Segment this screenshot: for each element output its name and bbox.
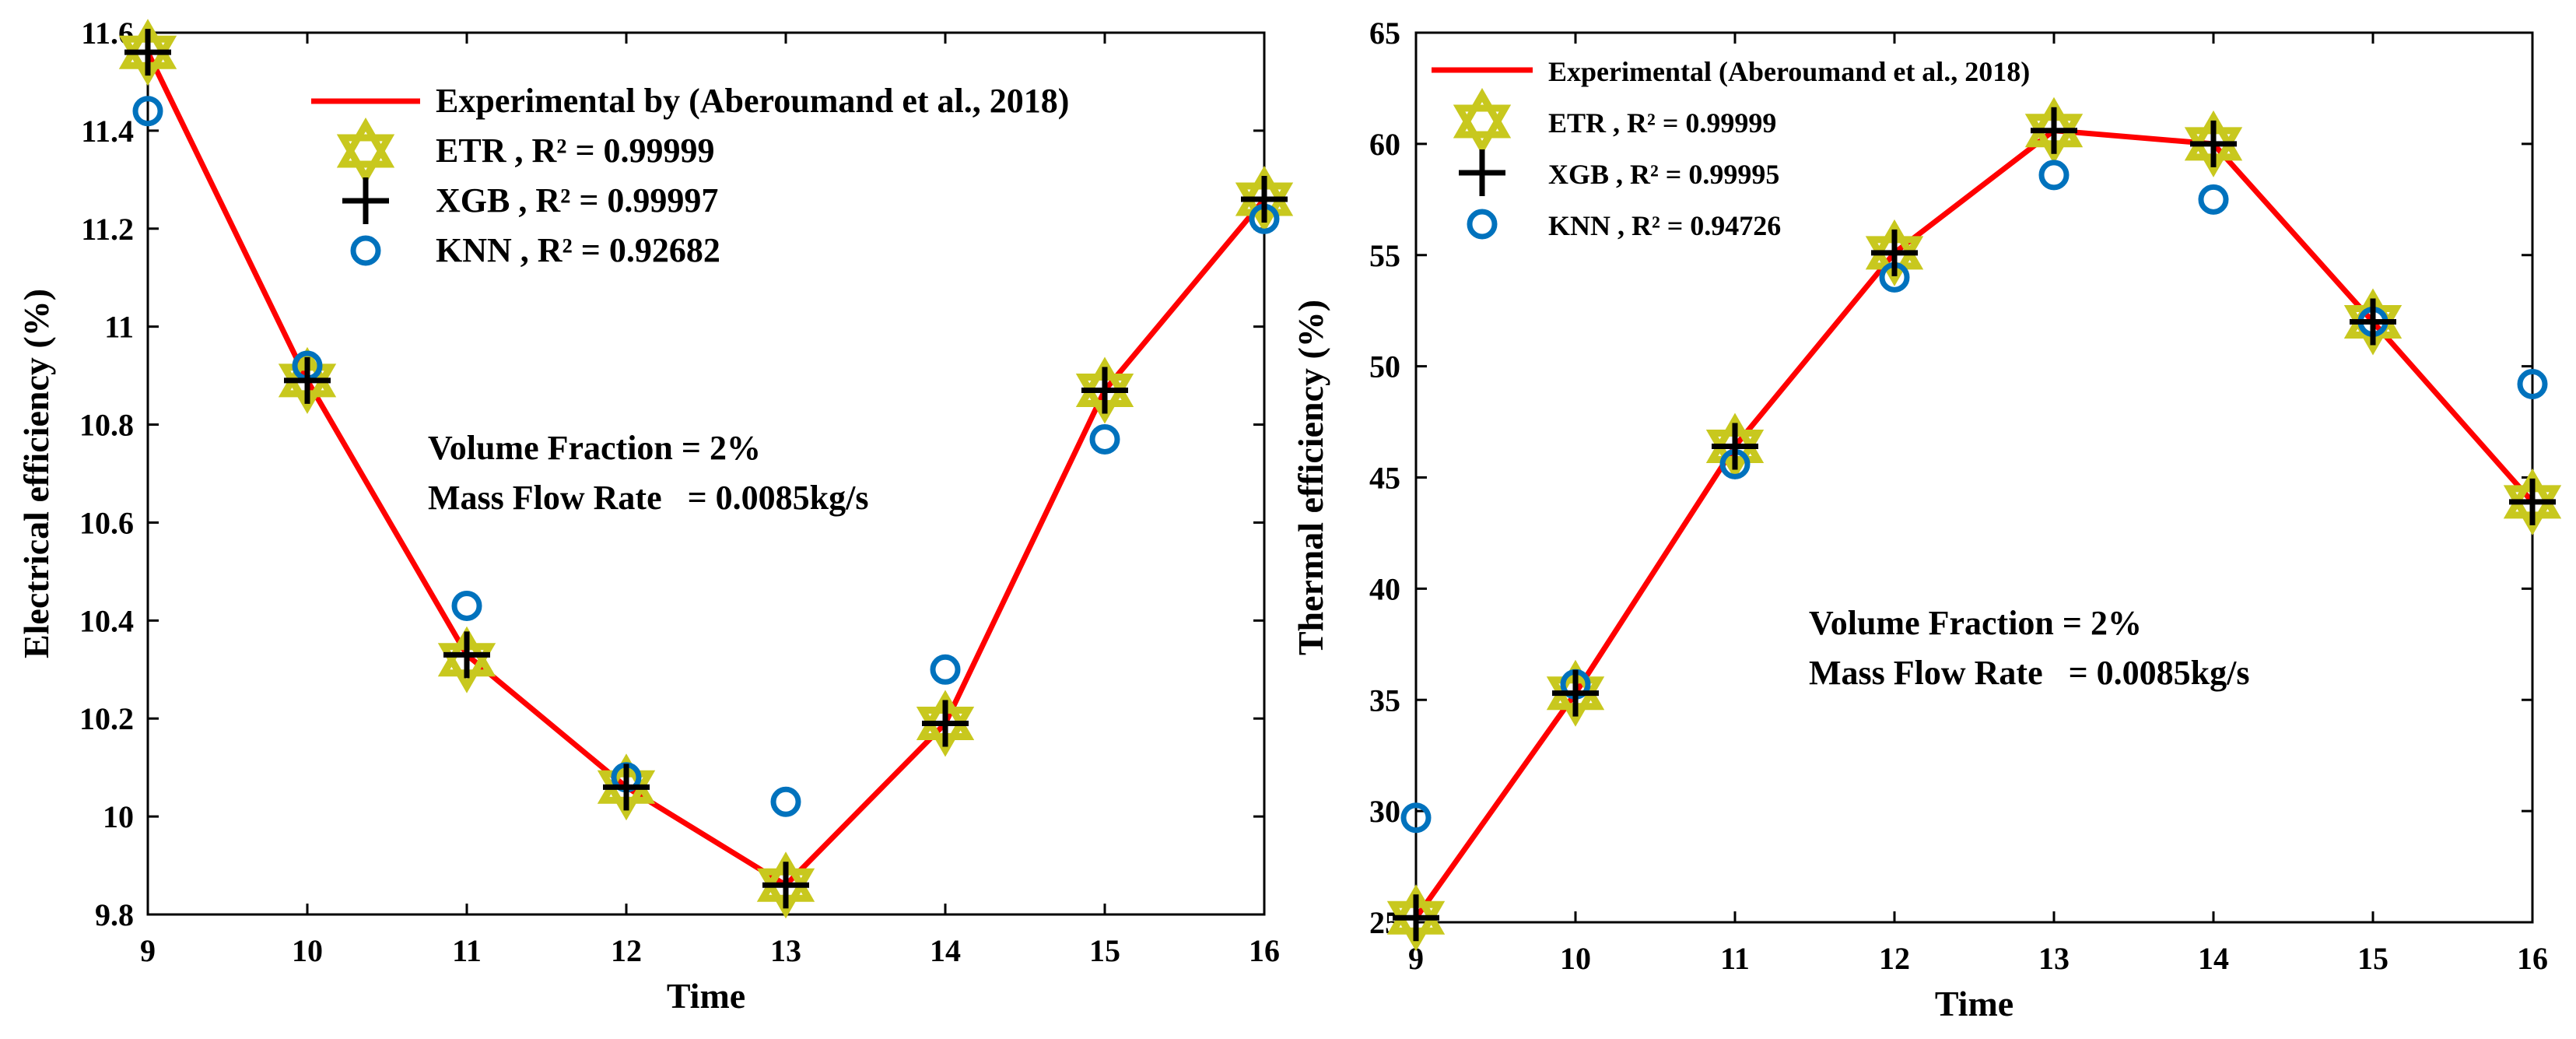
chart0-xtick-label: 9	[140, 933, 156, 968]
chart1-legend-entry: Experimental (Aberoumand et al., 2018)	[1548, 56, 2030, 87]
chart0-legend-entry: KNN , R² = 0.92682	[436, 231, 720, 269]
chart1-ytick-label: 50	[1369, 349, 1400, 384]
chart1-ytick-label: 35	[1369, 683, 1400, 718]
chart1-knn-point	[2198, 184, 2229, 215]
chart1-legend: Experimental (Aberoumand et al., 2018) ET…	[1432, 56, 2030, 241]
chart0-knn-point	[132, 96, 163, 127]
chart0-xtick-label: 11	[452, 933, 482, 968]
chart1-ytick-label: 55	[1369, 238, 1400, 273]
chart0-series-experimental-line	[145, 51, 1267, 888]
chart1-legend-xgb-sample	[1459, 149, 1505, 196]
chart1-legend-etr-sample	[1453, 87, 1512, 156]
chart0-ytick-label: 11.2	[81, 212, 134, 247]
chart0-knn-point	[451, 590, 482, 621]
chart0-xgb-point	[124, 29, 171, 76]
chart0-legend-etr-sample-triangle-up	[336, 117, 395, 168]
chart0-legend-entry: Experimental by (Aberoumand et al., 2018…	[436, 82, 1069, 120]
chart0-legend-knn-sample	[350, 235, 381, 266]
chart0-ytick-label: 11.4	[81, 114, 134, 149]
chart0-xgb-point	[1241, 176, 1288, 223]
chart1-xtick-label: 13	[2038, 941, 2070, 976]
chart0-annotation: Mass Flow Rate = 0.0085kg/s	[428, 479, 869, 517]
chart0-xgb-point	[1081, 367, 1128, 414]
chart1-legend-etr-sample-triangle-down	[1453, 104, 1512, 156]
chart1-knn-point	[1400, 802, 1432, 834]
chart1-knn-point	[2517, 368, 2548, 399]
chart1-ytick-label: 40	[1369, 571, 1400, 606]
chart1-annotation: Volume Fraction = 2%	[1809, 604, 2142, 642]
chart1-xtick-label: 12	[1879, 941, 1910, 976]
chart1-xgb-point	[1871, 229, 1918, 276]
chart1-xtick-label: 14	[2198, 941, 2229, 976]
chart1-xtick-label: 9	[1408, 941, 1424, 976]
chart1-xgb-point	[1552, 669, 1599, 717]
chart1-xlabel: Time	[1935, 984, 2013, 1023]
chart0-annotation: Volume Fraction = 2%	[428, 429, 761, 467]
chart1-ytick-label: 30	[1369, 794, 1400, 829]
electrical-efficiency-chart: 9 10 11 12 13 14 15 16 9.8 10 10.2 10.4 10.6 10.8 11 11…	[16, 16, 1294, 1016]
chart1-xgb-point	[1712, 423, 1758, 470]
chart0-xlabel: Time	[667, 976, 745, 1016]
chart1-xtick-label: 15	[2357, 941, 2388, 976]
chart1-legend-entry: KNN , R² = 0.94726	[1548, 210, 1781, 241]
chart0-legend-etr-sample-triangle-down	[336, 134, 395, 185]
chart1-ytick-label: 45	[1369, 461, 1400, 496]
chart0-ytick-label: 9.8	[95, 897, 134, 932]
chart1-legend-entry: XGB , R² = 0.99995	[1548, 159, 1779, 190]
chart1-xgb-point	[2509, 478, 2556, 525]
chart1-axes-box	[1414, 31, 2534, 924]
chart0-ytick-label: 10	[103, 799, 134, 834]
chart0-legend-etr-sample	[336, 117, 395, 185]
thermal-efficiency-chart: 9 10 11 12 13 14 15 16253035404550556065TimeThe…	[1291, 16, 2562, 1023]
chart1-xtick-label: 10	[1560, 941, 1591, 976]
chart0-legend-entry: ETR , R² = 0.99999	[436, 132, 715, 170]
chart1-annotation: Mass Flow Rate = 0.0085kg/s	[1809, 654, 2250, 692]
chart0-ylabel: Electrical efficiency (%)	[16, 289, 56, 658]
chart1-ytick-label: 60	[1369, 127, 1400, 162]
chart0-xgb-point	[603, 763, 650, 811]
chart0-axes-box	[146, 31, 1266, 916]
chart0-xtick-label: 16	[1249, 933, 1280, 968]
chart0-xgb-point	[284, 356, 331, 404]
chart1-legend-knn-sample	[1467, 209, 1498, 240]
chart0-ytick-label: 10.4	[79, 603, 134, 638]
chart1-knn-point	[2038, 160, 2070, 191]
chart1-xgb-point	[2031, 107, 2077, 154]
chart0-legend-xgb-sample	[342, 177, 389, 224]
chart0-knn-point	[770, 786, 801, 817]
chart0-legend-entry: XGB , R² = 0.99997	[436, 181, 718, 219]
chart1-xtick-label: 16	[2517, 941, 2548, 976]
chart0-ytick-label: 11	[104, 310, 134, 345]
chart0-xgb-point	[443, 631, 490, 679]
chart0-ytick-label: 10.2	[79, 701, 134, 736]
chart1-xtick-label: 11	[1720, 941, 1750, 976]
chart0-xgb-point	[762, 862, 809, 909]
chart1-legend-entry: ETR , R² = 0.99999	[1548, 107, 1776, 139]
chart0-xtick-label: 13	[770, 933, 801, 968]
chart0-ytick-label: 10.8	[79, 408, 134, 443]
chart0-knn-point	[930, 654, 961, 685]
chart0-xtick-label: 15	[1089, 933, 1120, 968]
chart0-xtick-label: 12	[611, 933, 642, 968]
chart1-legend-etr-sample-triangle-up	[1453, 87, 1512, 139]
chart0-xgb-point	[922, 700, 969, 747]
chart0-xtick-label: 10	[292, 933, 323, 968]
chart0-legend: Experimental by (Aberoumand et al., 2018…	[311, 82, 1069, 269]
chart1-xgb-point	[2350, 298, 2396, 346]
chart0-knn-point	[1089, 423, 1120, 455]
chart1-ylabel: Thermal efficiency (%)	[1291, 300, 1330, 655]
chart1-ytick-label: 65	[1369, 16, 1400, 51]
chart1-xgb-point	[2190, 120, 2237, 167]
chart1-xgb-point	[1393, 894, 1439, 942]
chart0-xtick-label: 14	[930, 933, 961, 968]
chart0-ytick-label: 10.6	[79, 505, 134, 540]
chart1-series-experimental-line	[1414, 128, 2535, 920]
